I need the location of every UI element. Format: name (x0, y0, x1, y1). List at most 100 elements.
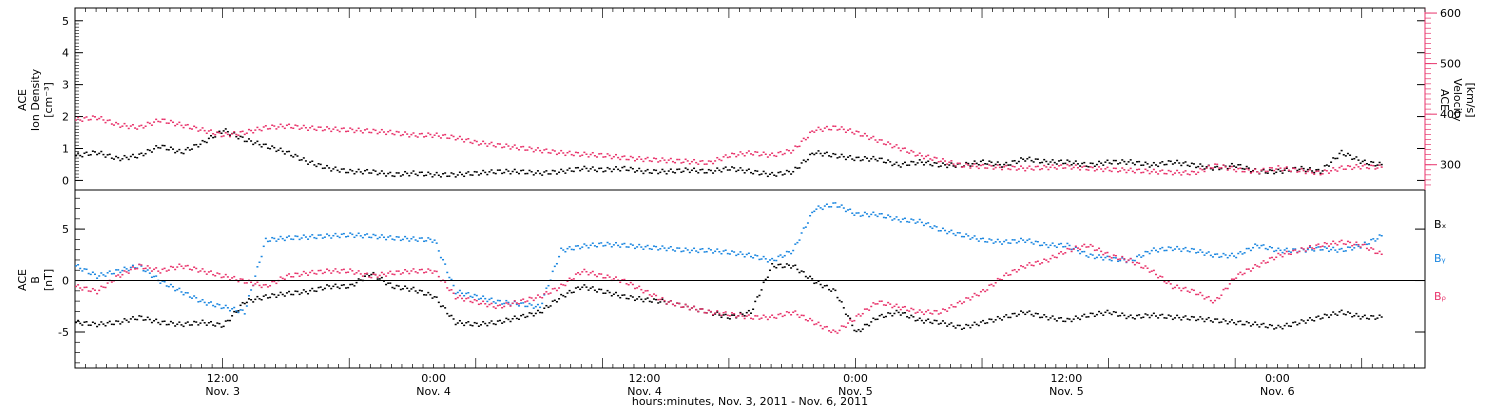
velocity-point (328, 127, 331, 130)
field-bz-point (539, 296, 542, 298)
field-bz-point (416, 272, 419, 274)
velocity-point (484, 142, 487, 145)
velocity-point (245, 132, 248, 134)
density-point (720, 171, 723, 173)
density-point (1378, 161, 1381, 164)
field-bx-point (838, 299, 841, 302)
velocity-point (914, 155, 917, 157)
density-point (210, 134, 212, 137)
density-point (1142, 164, 1145, 166)
velocity-point (589, 153, 592, 156)
field-bx-point (397, 285, 400, 287)
density-point (355, 171, 358, 173)
velocity-point (828, 128, 831, 131)
field-bx-point (467, 321, 470, 323)
field-bx-point (1036, 313, 1039, 315)
field-bz-point (583, 268, 586, 271)
density-point (534, 172, 537, 174)
velocity-point (1017, 168, 1020, 170)
field-bx-point (1131, 317, 1134, 319)
density-point (1150, 164, 1153, 167)
field-bz-point (389, 270, 392, 273)
field-bz-point (591, 270, 594, 273)
field-bz-point (633, 287, 636, 290)
density-point (454, 176, 457, 178)
field-by-point (127, 269, 130, 272)
field-by-point (1066, 242, 1069, 245)
field-bz-point (1260, 262, 1263, 264)
field-bx-point (159, 323, 162, 326)
velocity-point (1043, 164, 1046, 167)
field-bx-point (741, 313, 744, 315)
density-point (821, 155, 824, 157)
velocity-point (577, 151, 580, 154)
field-bx-point (551, 300, 554, 302)
field-bx-point (1323, 313, 1326, 316)
density-point (1195, 166, 1198, 169)
field-bx-point (304, 290, 307, 293)
velocity-point (1173, 172, 1176, 174)
field-bz-point (903, 305, 906, 308)
density-point (1209, 167, 1212, 170)
field-by-point (568, 246, 571, 248)
field-bx-point (969, 326, 972, 329)
velocity-point (606, 153, 609, 155)
velocity-point (1300, 167, 1303, 170)
velocity-point (450, 134, 453, 137)
density-point (431, 176, 434, 178)
field-by-point (916, 221, 919, 223)
field-by-point (427, 237, 430, 239)
field-by-point (669, 245, 672, 248)
field-bz-point (969, 299, 972, 301)
field-by-point (604, 244, 607, 247)
density-point (159, 147, 162, 149)
field-bx-point (633, 299, 636, 302)
velocity-point (220, 135, 223, 138)
field-by-point (783, 254, 786, 257)
velocity-point (768, 154, 771, 156)
field-bx-point (233, 310, 236, 313)
density-point (752, 172, 755, 175)
field-bx-point (469, 324, 472, 326)
velocity-point (1190, 170, 1193, 173)
field-by-point (469, 295, 472, 298)
velocity-point (1138, 168, 1141, 171)
density-point (697, 172, 700, 174)
field-bz-point (328, 269, 331, 272)
field-bz-point (1306, 247, 1309, 249)
field-bx-point (606, 289, 609, 292)
field-bz-point (123, 270, 126, 272)
field-bz-point (435, 270, 438, 273)
field-by-point (406, 237, 409, 240)
field-bx-point (629, 295, 632, 297)
velocity-point (1119, 170, 1122, 172)
field-by-point (258, 261, 261, 264)
field-by-point (1372, 238, 1375, 240)
field-bx-point (182, 325, 185, 328)
field-by-point (75, 265, 77, 267)
field-bx-point (237, 310, 240, 312)
field-bz-point (1338, 240, 1341, 243)
density-point (239, 135, 242, 138)
field-by-point (1207, 251, 1210, 253)
velocity-point (498, 143, 501, 145)
field-bx-point (1380, 316, 1383, 318)
field-bx-point (1243, 323, 1246, 326)
density-point (283, 153, 286, 155)
field-by-point (941, 227, 944, 230)
field-bz-point (1093, 249, 1096, 252)
field-by-point (1315, 246, 1318, 249)
field-by-point (161, 280, 164, 282)
density-point (612, 168, 615, 171)
field-bz-point (1285, 250, 1288, 253)
field-bz-point (250, 281, 253, 284)
field-bx-point (330, 287, 333, 290)
field-bx-point (482, 321, 485, 323)
field-by-point (910, 218, 913, 220)
field-by-point (996, 238, 999, 241)
field-bz-point (1136, 261, 1139, 264)
field-bx-point (583, 284, 586, 286)
field-bx-point (965, 323, 968, 326)
field-by-point (885, 217, 887, 219)
density-point (564, 172, 567, 174)
